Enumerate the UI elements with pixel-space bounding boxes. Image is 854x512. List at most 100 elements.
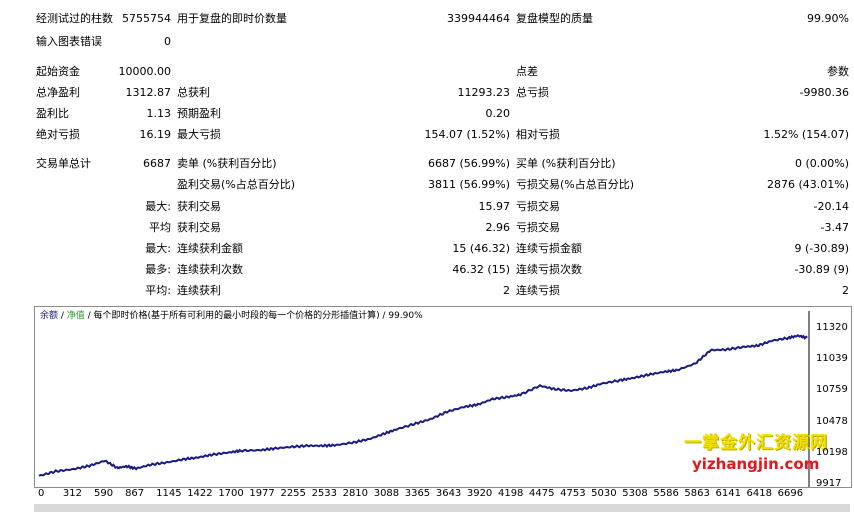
stat-label-col2: 预期盈利 [177,107,221,120]
stat-value-col2: 3811 (56.99%) [427,178,510,191]
stat-label-col3: 点差 [516,65,538,78]
x-tick-label: 6418 [746,488,772,499]
x-tick-label: 5863 [684,488,710,499]
stat-value-col1: 最多: [145,263,171,276]
x-tick-label: 1977 [249,488,275,499]
x-tick-label: 590 [94,488,114,499]
x-tick-label: 1422 [187,488,213,499]
x-tick-label: 3365 [404,488,431,499]
stat-value-col3: 2 [842,284,849,297]
legend-balance: 余额 [40,311,59,321]
x-tick-label: 1145 [156,488,182,499]
stat-label-col2: 连续获利 [177,284,221,297]
stat-label-col2: 总获利 [177,86,210,99]
stat-value-col2: 11293.23 [457,86,511,99]
x-tick-label: 867 [125,488,145,499]
x-tick-label: 1700 [218,488,244,499]
watermark-cn: 一掌金外汇资源网 [684,433,828,453]
stat-label-col1: 输入图表错误 [36,35,102,48]
legend-quality: 99.90% [388,311,423,321]
stat-value-col2: 0.20 [485,107,511,120]
stat-label-col3: 亏损交易 [516,200,560,213]
y-tick-label: 11320 [816,322,848,333]
stat-label-col3: 总亏损 [516,86,549,99]
balance-chart-panel [34,306,852,488]
bottom-scroll-strip [34,504,850,512]
stat-label-col1: 盈利比 [36,107,69,120]
stat-label-col2: 最大亏损 [177,128,221,141]
x-tick-label: 3088 [373,488,400,499]
stat-value-col1: 6687 [143,157,171,170]
series-line-balance [38,334,808,477]
stat-value-col3: 9 (-30.89) [794,242,849,255]
chart-legend: 余额 / 净值 / 每个即时价格(基于所有可利用的最小时段的每一个价格的分形插值… [40,308,423,321]
stat-label-col3: 连续亏损次数 [516,263,582,276]
x-tick-label: 4475 [528,488,555,499]
stat-value-col3: 99.90% [807,12,849,25]
stat-label-col2: 盈利交易(%占总百分比) [177,178,296,191]
stat-value-col1: 1312.87 [125,86,172,99]
stat-value-col2: 154.07 (1.52%) [424,128,510,141]
stat-label-col3: 亏损交易 [516,221,560,234]
x-tick-label: 4198 [497,488,524,499]
stat-value-col1: 16.19 [139,128,172,141]
stat-label-col2: 获利交易 [177,221,221,234]
stat-label-col1: 总净盈利 [36,86,80,99]
x-tick-label: 3920 [466,488,493,499]
x-tick-label: 312 [62,488,83,499]
legend-equity: 净值 [66,311,85,321]
stat-label-col1: 起始资金 [36,65,80,78]
stat-label-col1: 经测试过的柱数 [36,12,113,25]
stat-value-col1: 10000.00 [118,65,172,78]
x-tick-label: 5030 [591,488,617,499]
stat-value-col1: 最大: [145,200,171,213]
stat-value-col1: 0 [164,35,171,48]
stat-value-col3: -3.47 [820,221,849,234]
x-tick-label: 2810 [342,488,369,499]
stat-label-col3: 买单 (%获利百分比) [516,157,616,170]
stat-label-col3: 复盘模型的质量 [516,12,593,25]
y-tick-label: 11039 [816,353,848,365]
stat-value-col1: 平均: [145,284,171,297]
y-tick-label: 9917 [816,478,842,489]
x-tick-label: 5308 [622,488,648,499]
stat-value-col2: 15 (46.32) [452,242,510,255]
stat-value-col3: 参数 [827,65,849,78]
stat-value-col1: 1.13 [146,107,172,120]
stat-label-col2: 卖单 (%获利百分比) [177,157,277,170]
stat-value-col1: 5755754 [122,12,171,25]
x-tick-label: 5586 [653,488,679,499]
balance-chart [38,311,810,487]
legend-description: / 每个即时价格(基于所有可利用的最小时段的每一个价格的分形插值计算) / [84,311,389,321]
stat-value-col3: -30.89 (9) [794,263,849,276]
x-tick-label: 2533 [311,488,338,499]
stat-value-col1: 最大: [145,242,171,255]
stat-value-col1: 平均 [149,221,171,234]
stat-value-col3: 2876 (43.01%) [766,178,849,191]
y-tick-label: 10478 [816,415,848,427]
x-tick-label: 4753 [560,488,586,499]
stat-value-col2: 46.32 (15) [452,263,510,276]
x-tick-label: 6141 [715,488,741,499]
stat-label-col3: 连续亏损金额 [516,242,582,255]
x-tick-label: 6696 [777,488,804,499]
stat-label-col2: 用于复盘的即时价数量 [177,12,287,25]
stat-value-col2: 6687 (56.99%) [427,157,510,170]
watermark-url: yizhangjin.com [692,455,820,473]
x-tick-label: 0 [38,488,45,499]
stat-label-col1: 绝对亏损 [36,128,80,141]
stat-label-col3: 相对亏损 [516,128,560,141]
stat-value-col2: 339944464 [447,12,510,25]
x-tick-label: 2255 [280,488,306,499]
stat-value-col3: 1.52% (154.07) [763,128,849,141]
stat-label-col2: 获利交易 [177,200,221,213]
x-tick-label: 3643 [435,488,462,499]
stat-value-col2: 2 [503,284,510,297]
stat-value-col3: 0 (0.00%) [794,157,849,170]
y-tick-label: 10198 [816,446,848,458]
stat-value-col3: -20.14 [813,200,849,213]
legend-sep: / [58,311,67,321]
stat-value-col3: -9980.36 [799,86,849,99]
stat-label-col3: 连续亏损 [516,284,560,297]
stat-label-col2: 连续获利金额 [177,242,243,255]
